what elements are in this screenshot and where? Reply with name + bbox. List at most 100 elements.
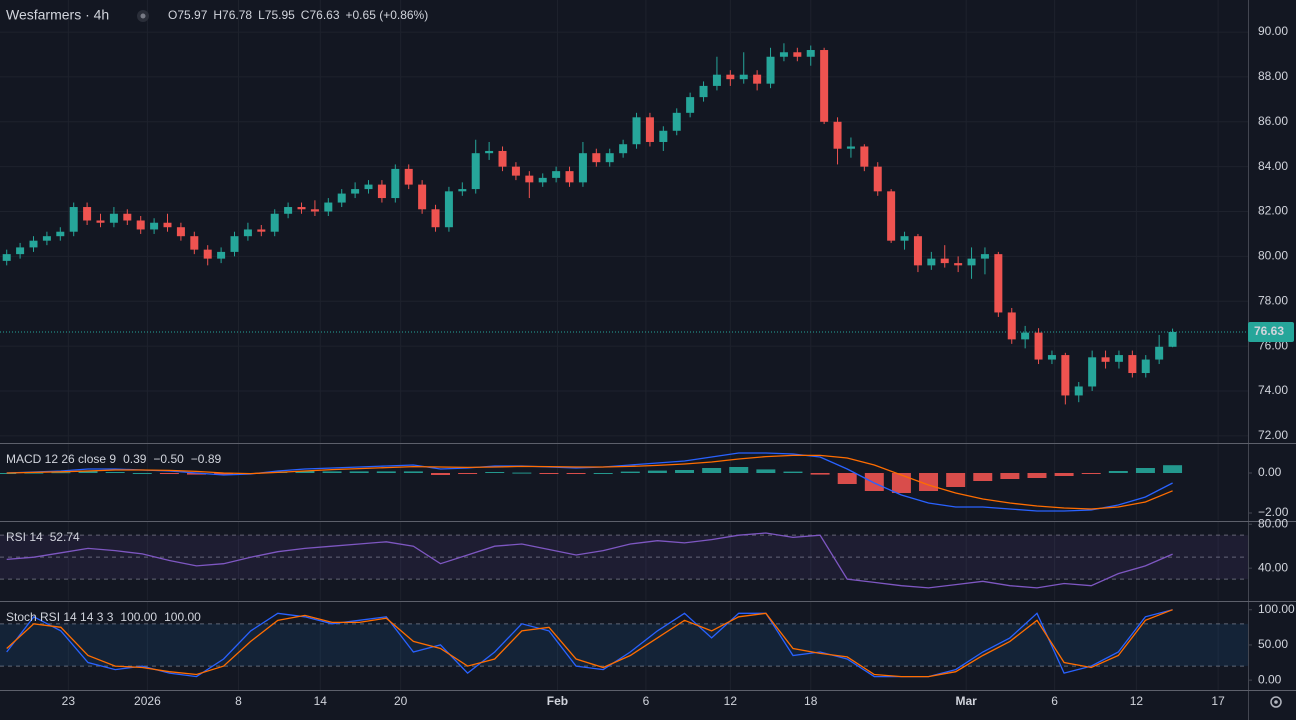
candle-body — [820, 50, 829, 122]
candle-body — [726, 74, 735, 80]
histogram-bar — [566, 473, 586, 474]
x-tick-label: 6 — [643, 694, 650, 708]
y-tick-label: 72.00 — [1258, 428, 1288, 442]
candle-body — [364, 184, 373, 190]
histogram-bar — [349, 471, 369, 473]
histogram-bar — [593, 473, 613, 474]
candle-body — [860, 146, 869, 167]
histogram-bar — [1108, 471, 1128, 473]
y-tick-label: 84.00 — [1258, 159, 1288, 173]
y-tick-label: 86.00 — [1258, 114, 1288, 128]
candle-body — [1061, 355, 1070, 396]
histogram-bar — [729, 467, 749, 473]
candle-body — [1141, 359, 1150, 374]
candle-body — [284, 207, 293, 214]
candle-body — [712, 74, 721, 86]
candle-body — [793, 52, 802, 57]
candle-body — [163, 222, 172, 228]
symbol-title: Wesfarmers · 4h — [6, 7, 109, 23]
candle-body — [485, 150, 494, 154]
candle-body — [645, 117, 654, 142]
histogram-bar — [322, 471, 342, 473]
x-tick-label: 18 — [804, 694, 818, 708]
ohlc-label: L — [258, 8, 265, 22]
histogram-bar — [105, 472, 125, 473]
candle-body — [980, 254, 989, 259]
candle-body — [511, 166, 520, 176]
candle-body — [1101, 357, 1110, 362]
candle-body — [686, 97, 695, 113]
histogram-bar — [159, 473, 179, 474]
y-tick-label: 40.00 — [1258, 560, 1288, 574]
last-price-label: 76.63 — [1254, 324, 1284, 338]
candle-body — [69, 207, 78, 232]
candle-body — [310, 209, 319, 212]
candle-body — [217, 251, 226, 259]
candle-body — [270, 213, 279, 232]
indicator-line — [6, 454, 1173, 510]
candle-body — [257, 229, 266, 232]
histogram-bar — [512, 472, 532, 474]
candle-body — [900, 236, 909, 241]
candle-body — [136, 220, 145, 230]
candle-body — [1074, 386, 1083, 396]
histogram-bar — [675, 470, 695, 473]
candle-body — [766, 56, 775, 84]
y-tick-label: 0.00 — [1258, 465, 1282, 479]
histogram-bar — [620, 471, 640, 473]
candle-body — [471, 153, 480, 190]
price-axis-bg — [1248, 0, 1296, 690]
candle-body — [552, 171, 561, 178]
candle-body — [578, 153, 587, 183]
candle-body — [739, 74, 748, 80]
histogram-bar — [783, 471, 803, 473]
x-tick-label: 8 — [235, 694, 242, 708]
x-tick-label: 17 — [1211, 694, 1225, 708]
histogram-bar — [891, 473, 911, 493]
x-tick-label: 12 — [724, 694, 738, 708]
candle-body — [659, 130, 668, 142]
histogram-bar — [1163, 465, 1183, 473]
x-tick-label: 2026 — [134, 694, 161, 708]
indicator-title: Stoch RSI 14 14 3 3 — [6, 610, 114, 624]
x-tick-label: 20 — [394, 694, 408, 708]
indicator-value: 100.00 — [164, 610, 201, 624]
candle-body — [632, 117, 641, 145]
settings-button[interactable] — [1270, 696, 1282, 708]
candle-body — [1088, 357, 1097, 387]
histogram-bar — [1027, 473, 1047, 478]
candle-body — [846, 146, 855, 149]
candle-body — [1034, 332, 1043, 360]
histogram-bar — [973, 473, 993, 481]
candle-body — [230, 236, 239, 252]
x-tick-label: 14 — [314, 694, 328, 708]
histogram-bar — [485, 472, 505, 473]
histogram-bar — [946, 473, 966, 487]
candle-body — [699, 85, 708, 98]
histogram-bar — [51, 472, 71, 474]
indicator-value: 0.39 — [123, 452, 147, 466]
histogram-bar — [702, 468, 722, 473]
histogram-bar — [24, 472, 44, 474]
candle-body — [109, 213, 118, 223]
candle-body — [806, 50, 815, 57]
x-tick-label: 6 — [1051, 694, 1058, 708]
histogram-bar — [810, 473, 830, 475]
histogram-bar — [458, 473, 478, 474]
histogram-bar — [132, 473, 152, 474]
candle-body — [940, 258, 949, 264]
candle-body — [525, 175, 534, 183]
candle-body — [619, 144, 628, 154]
candle-body — [176, 227, 185, 237]
candle-body — [1007, 312, 1016, 340]
band-fill — [0, 623, 1248, 667]
histogram-bar — [1135, 468, 1155, 473]
candle-body — [96, 220, 105, 223]
last-price-tag — [1248, 321, 1294, 342]
x-tick-label: 12 — [1130, 694, 1144, 708]
candle-body — [605, 153, 614, 163]
candle-body — [592, 153, 601, 163]
candle-body — [927, 258, 936, 266]
indicator-line — [6, 609, 1173, 678]
